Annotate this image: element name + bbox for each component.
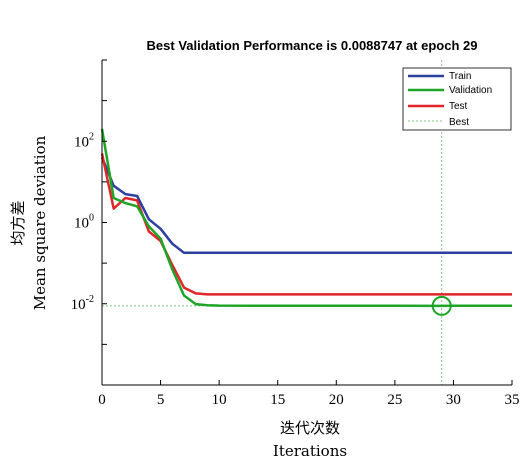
y-axis-label-cn: 均方差 — [9, 200, 27, 245]
legend-test-label: Test — [449, 101, 468, 112]
x-ticks: 0 5 10 15 20 25 30 35 — [98, 380, 520, 408]
y-axis-label: 均方差 Mean square deviation — [9, 135, 49, 310]
x-tick-label: 30 — [446, 392, 461, 408]
x-tick-label: 0 — [98, 392, 106, 408]
x-tick-label: 5 — [157, 392, 165, 408]
x-tick-label: 35 — [505, 392, 520, 408]
legend: Train Validation Test Best — [402, 67, 512, 131]
chart-title: Best Validation Performance is 0.0088747… — [147, 38, 478, 53]
y-tick-label: 10-2 — [71, 294, 94, 313]
series-line-test — [100, 153, 512, 296]
y-ticks: 102 100 10-2 — [71, 59, 107, 386]
legend-validation-label: Validation — [449, 85, 492, 96]
best-circle-group — [431, 295, 452, 316]
y-axis-label-en: Mean square deviation — [31, 135, 49, 310]
x-tick-label: 10 — [212, 392, 227, 408]
x-tick-label: 15 — [270, 392, 285, 408]
legend-train-label: Train — [449, 71, 471, 82]
x-axis-label-cn: 迭代次数 — [280, 419, 340, 437]
x-axis-label-en: Iterations — [273, 442, 347, 460]
x-tick-label: 20 — [329, 392, 344, 408]
series-line-validation — [100, 128, 512, 308]
y-tick-label: 102 — [74, 131, 94, 150]
x-tick-label: 25 — [387, 392, 402, 408]
series-lines — [100, 128, 512, 308]
y-tick-label: 100 — [74, 213, 94, 232]
legend-box — [402, 67, 512, 131]
best-point-circle — [431, 295, 452, 316]
legend-best-label: Best — [449, 117, 469, 128]
series-line-train — [100, 156, 512, 255]
